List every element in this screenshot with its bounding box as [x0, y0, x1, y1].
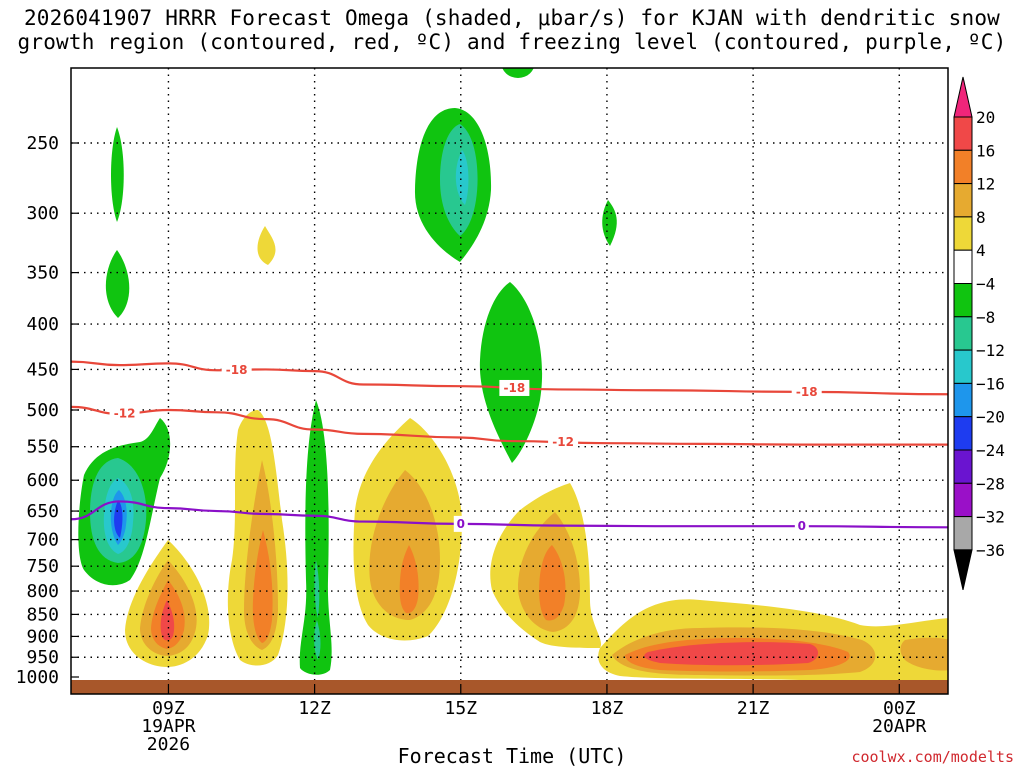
x-axis-label: Forecast Time (UTC) [397, 744, 627, 768]
y-tick-label-900: 900 [26, 626, 59, 647]
contour-label-bg-1-0 [109, 405, 140, 422]
contour-label-0-2: -18 [796, 385, 818, 399]
contour-label-2-1: 0 [798, 519, 806, 533]
contour-line-0 [71, 360, 948, 396]
contour-label-bg-0-0 [221, 361, 252, 378]
colorbar-label-4: 4 [976, 241, 986, 260]
y-tick-label-800: 800 [26, 581, 59, 602]
y-tick-label-650: 650 [26, 501, 59, 522]
contour-label-bg-0-1 [499, 379, 530, 396]
y-tick-label-450: 450 [26, 359, 59, 380]
x-tick-label-12Z: 12Z [298, 698, 331, 719]
x-tick-label-00Z: 00Z [883, 698, 916, 719]
chart-title-line-1: 2026041907 HRRR Forecast Omega (shaded, … [23, 6, 1001, 30]
contour-line-1 [71, 405, 948, 446]
y-tick-label-1000: 1000 [16, 667, 59, 688]
omega-region-12z-green [299, 400, 332, 675]
colorbar-label-2: 12 [976, 175, 995, 194]
y-tick-label-250: 250 [26, 133, 59, 154]
y-tick-label-400: 400 [26, 314, 59, 335]
y-tick-label-850: 850 [26, 604, 59, 625]
contour-label-0-1: -18 [504, 381, 526, 395]
omega-region-lower-band [598, 599, 948, 683]
contour-label-bg-2-0 [453, 515, 468, 532]
colorbar-swatch-13 [953, 516, 973, 551]
colorbar-swatch-4 [953, 216, 973, 251]
colorbar-label-1: 16 [976, 141, 995, 160]
omega-region-15z-upper [414, 108, 492, 262]
y-tick-label-750: 750 [26, 556, 59, 577]
temperature-contour-labels: -18 -18 -18 -12 -12 0 0 [109, 361, 822, 535]
colorbar-swatch-7 [953, 316, 973, 351]
colorbar-label-3: 8 [976, 208, 986, 227]
omega-region-upper-left-green [111, 127, 124, 222]
y-tick-label-300: 300 [26, 203, 59, 224]
y-axis: 2503003504004505005506006507007508008509… [16, 133, 79, 688]
contour-label-1-0: -12 [114, 406, 136, 420]
contour-label-bg-2-1 [794, 518, 809, 535]
colorbar-label-9: −20 [976, 408, 1005, 427]
omega-region-11z-orange [227, 410, 288, 666]
colorbar-label-8: −16 [976, 374, 1005, 393]
x-tick-label-21Z: 21Z [737, 698, 770, 719]
colorbar-swatch-6 [953, 283, 973, 318]
omega-region-18z-green [602, 200, 617, 246]
colorbar-swatch-11 [953, 449, 973, 484]
y-tick-label-350: 350 [26, 263, 59, 284]
colorbar-swatch-5 [953, 249, 973, 284]
colorbar-swatch-8 [953, 349, 973, 384]
contour-line-2 [71, 500, 948, 529]
colorbar-swatch-9 [953, 382, 973, 418]
y-tick-label-550: 550 [26, 437, 59, 458]
y-tick-label-950: 950 [26, 647, 59, 668]
colorbar-swatch-2 [953, 149, 973, 185]
colorbar-swatch-3 [953, 183, 973, 218]
chart-title: 2026041907 HRRR Forecast Omega (shaded, … [0, 6, 1024, 54]
colorbar-bottom-arrow [953, 549, 973, 591]
contour-label-0-0: -18 [226, 363, 248, 377]
omega-region-14z-orange [353, 418, 462, 641]
colorbar-top-arrow [953, 76, 973, 118]
temperature-contours [71, 360, 948, 529]
colorbar-label-0: 20 [976, 108, 995, 127]
colorbar-label-7: −12 [976, 341, 1005, 360]
chart-title-line-2: growth region (contoured, red, ºC) and f… [17, 30, 1007, 54]
omega-shading [78, 68, 948, 683]
contour-label-2-0: 0 [457, 517, 465, 531]
colorbar-label-5: −4 [976, 275, 995, 294]
colorbar-label-12: −32 [976, 508, 1005, 527]
x-tick-label-09Z: 09Z [152, 698, 185, 719]
x-tick-date-09Z: 19APR [141, 716, 195, 737]
colorbar-label-13: −36 [976, 541, 1005, 560]
grid-vertical [167, 68, 900, 694]
colorbar: 20 16 12 8 4 −4 −8 −12 −16 −20 −24 −28 −32 −36 [953, 76, 1005, 591]
y-tick-label-700: 700 [26, 530, 59, 551]
x-tick-year-09Z: 2026 [147, 734, 190, 755]
colorbar-label-6: −8 [976, 308, 995, 327]
plot-frame [70, 67, 949, 695]
x-tick-label-18Z: 18Z [591, 698, 624, 719]
omega-region-330-yellow [257, 226, 276, 265]
contour-label-1-1: -12 [552, 435, 574, 449]
colorbar-label-11: −28 [976, 474, 1005, 493]
omega-region-350-green [105, 250, 130, 318]
contour-label-bg-1-1 [548, 434, 579, 451]
x-tick-date-00Z: 20APR [872, 716, 926, 737]
y-tick-label-500: 500 [26, 400, 59, 421]
credit-text: coolwx.com/modelts [851, 748, 1014, 766]
colorbar-swatch-12 [953, 482, 973, 518]
colorbar-swatch-10 [953, 416, 973, 451]
ground-strip [71, 680, 948, 694]
colorbar-label-10: −24 [976, 441, 1005, 460]
contour-label-bg-0-2 [791, 383, 822, 400]
omega-region-top-green [502, 68, 534, 78]
y-tick-label-600: 600 [26, 470, 59, 491]
x-tick-label-15Z: 15Z [445, 698, 478, 719]
omega-region-16z-green [479, 282, 543, 463]
colorbar-swatch-1 [953, 116, 973, 151]
